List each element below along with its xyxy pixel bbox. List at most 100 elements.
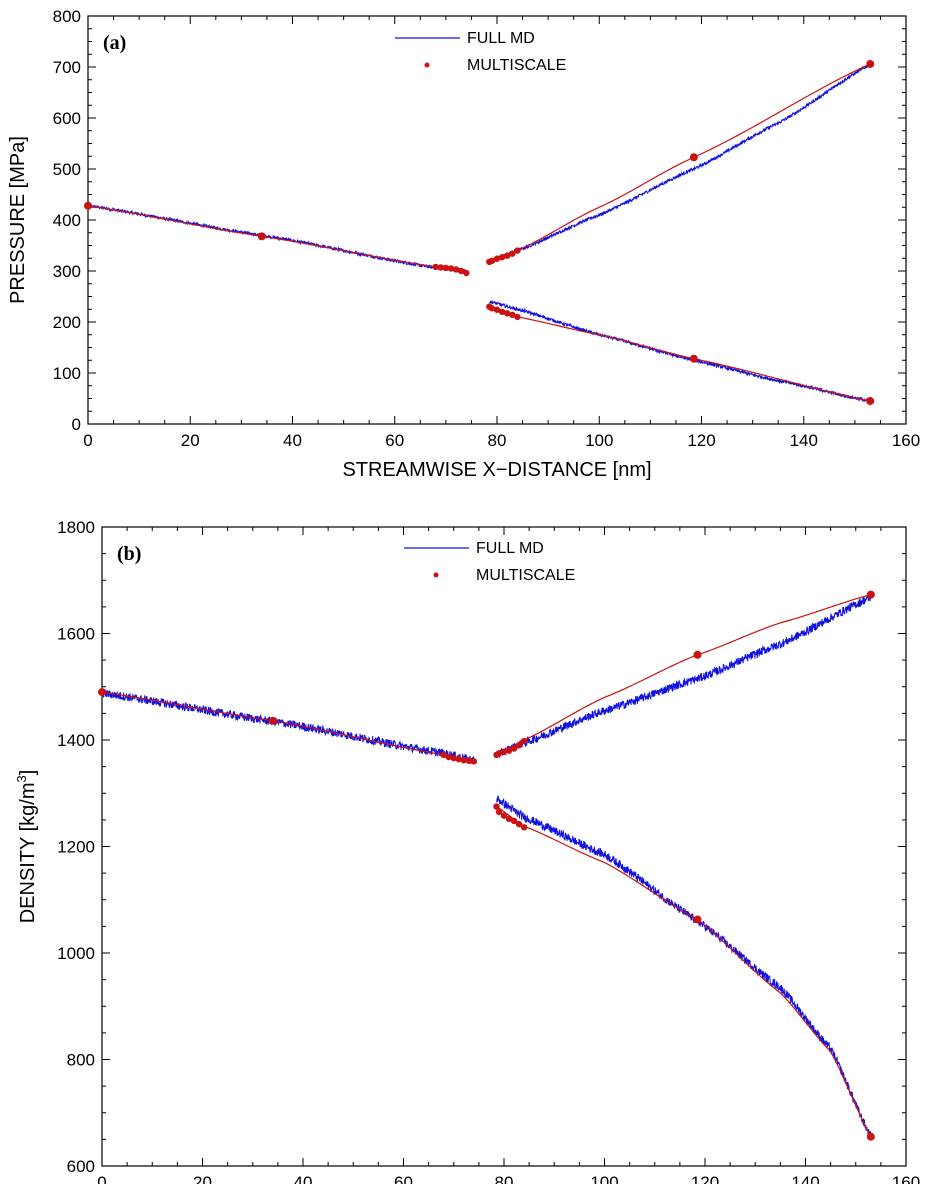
x-tick-label: 40 (294, 1173, 313, 1184)
full-md-line-segment-3 (489, 300, 871, 403)
y-tick-label: 1200 (57, 838, 95, 857)
multiscale-point (498, 308, 506, 315)
full-md-line-segment-1 (87, 202, 467, 274)
y-tick-label: 300 (53, 262, 81, 281)
multiscale-point (84, 201, 92, 210)
panel-label: (a) (103, 32, 126, 54)
chart-panel-a: 0 20 40 60 80 100 120 140 160 0 100 200 300 400 500 600… (7, 7, 920, 481)
multiscale-point (866, 1132, 875, 1141)
multiscale-point (510, 745, 518, 752)
x-tick-label: 80 (488, 431, 507, 450)
multiscale-curve-3 (489, 306, 871, 402)
multiscale-point (463, 269, 470, 277)
multiscale-curve-1 (87, 205, 467, 274)
multiscale-point (493, 255, 501, 262)
legend-md-label: FULL MD (467, 30, 535, 47)
y-tick-label: 100 (53, 364, 81, 383)
y-tick-label: 800 (67, 1051, 95, 1070)
multiscale-point (450, 754, 457, 762)
y-tick-label: 700 (53, 58, 81, 77)
multiscale-point (689, 354, 698, 363)
multiscale-curve-2 (489, 63, 871, 263)
x-tick-label: 20 (193, 1173, 212, 1184)
legend-multiscale-label: MULTISCALE (467, 57, 566, 74)
y-tick-label: 1000 (57, 944, 95, 963)
x-tick-label: 160 (892, 431, 920, 450)
multiscale-curve-1 (101, 691, 474, 762)
y-tick-label: 1400 (57, 731, 95, 750)
x-tick-label: 40 (283, 431, 302, 450)
multiscale-point (515, 742, 523, 749)
panel-label: (b) (117, 543, 141, 565)
multiscale-point (514, 313, 521, 321)
legend-multiscale-label: MULTISCALE (476, 567, 575, 584)
multiscale-point (458, 267, 465, 275)
multiscale-point (505, 747, 513, 754)
multiscale-curve-2 (496, 594, 871, 756)
x-tick-label: 20 (181, 431, 200, 450)
multiscale-point (98, 688, 106, 697)
multiscale-point (514, 247, 521, 254)
x-tick-label: 0 (97, 1173, 106, 1184)
legend-multiscale-swatch (433, 572, 439, 578)
full-md-line-segment-3 (496, 795, 872, 1140)
y-axis-label: PRESSURE [MPa] (7, 136, 29, 304)
multiscale-point (866, 59, 875, 68)
multiscale-point (509, 311, 516, 319)
x-tick-label: 100 (585, 431, 613, 450)
multiscale-point (495, 808, 503, 816)
multiscale-point (493, 306, 501, 313)
y-tick-label: 1800 (57, 518, 95, 537)
x-tick-label: 120 (691, 1173, 719, 1184)
y-tick-label: 600 (53, 109, 81, 128)
y-tick-label: 800 (53, 7, 81, 26)
plot-frame (101, 526, 907, 1167)
multiscale-point (493, 803, 500, 810)
x-tick-label: 140 (790, 431, 818, 450)
multiscale-point (432, 263, 439, 271)
y-tick-label: 500 (53, 160, 81, 179)
multiscale-point (509, 250, 516, 257)
multiscale-point (505, 815, 513, 823)
chart-panel-b: 0 20 40 60 80 100 120 140 160 600 800 1000 1200 1400 1… (14, 518, 920, 1184)
multiscale-point (447, 265, 455, 272)
multiscale-point (504, 252, 511, 259)
multiscale-point (452, 266, 460, 273)
multiscale-point (866, 397, 875, 406)
full-md-line-segment-2 (489, 62, 871, 264)
multiscale-point (520, 737, 528, 745)
multiscale-point (465, 757, 473, 764)
multiscale-point (689, 153, 698, 162)
multiscale-point (520, 824, 528, 831)
x-tick-label: 140 (791, 1173, 819, 1184)
multiscale-point (515, 820, 523, 828)
x-tick-label: 80 (495, 1173, 514, 1184)
y-tick-label: 400 (53, 211, 81, 230)
plot-frame (87, 15, 907, 425)
y-tick-label: 0 (72, 415, 81, 434)
multiscale-point (498, 254, 506, 261)
multiscale-point (504, 310, 511, 317)
x-tick-label: 0 (83, 431, 92, 450)
multiscale-point (470, 758, 478, 765)
full-md-line-segment-2 (495, 594, 872, 759)
multiscale-point (460, 757, 467, 764)
x-tick-label: 60 (385, 431, 404, 450)
multiscale-point (442, 264, 450, 272)
multiscale-point (445, 753, 452, 761)
multiscale-point (866, 590, 875, 599)
x-axis-label: STREAMWISE X−DISTANCE [nm] (342, 459, 651, 481)
multiscale-curve-3 (496, 806, 872, 1137)
multiscale-point (693, 650, 702, 659)
y-tick-label: 200 (53, 313, 81, 332)
legend-md-label: FULL MD (476, 540, 544, 557)
x-tick-label: 120 (687, 431, 715, 450)
x-tick-label: 160 (892, 1173, 920, 1184)
y-tick-label: 600 (67, 1157, 95, 1176)
legend-multiscale-swatch (424, 62, 430, 68)
multiscale-point (495, 750, 503, 757)
multiscale-point (488, 257, 496, 264)
multiscale-point (440, 751, 447, 759)
multiscale-point (510, 817, 518, 825)
